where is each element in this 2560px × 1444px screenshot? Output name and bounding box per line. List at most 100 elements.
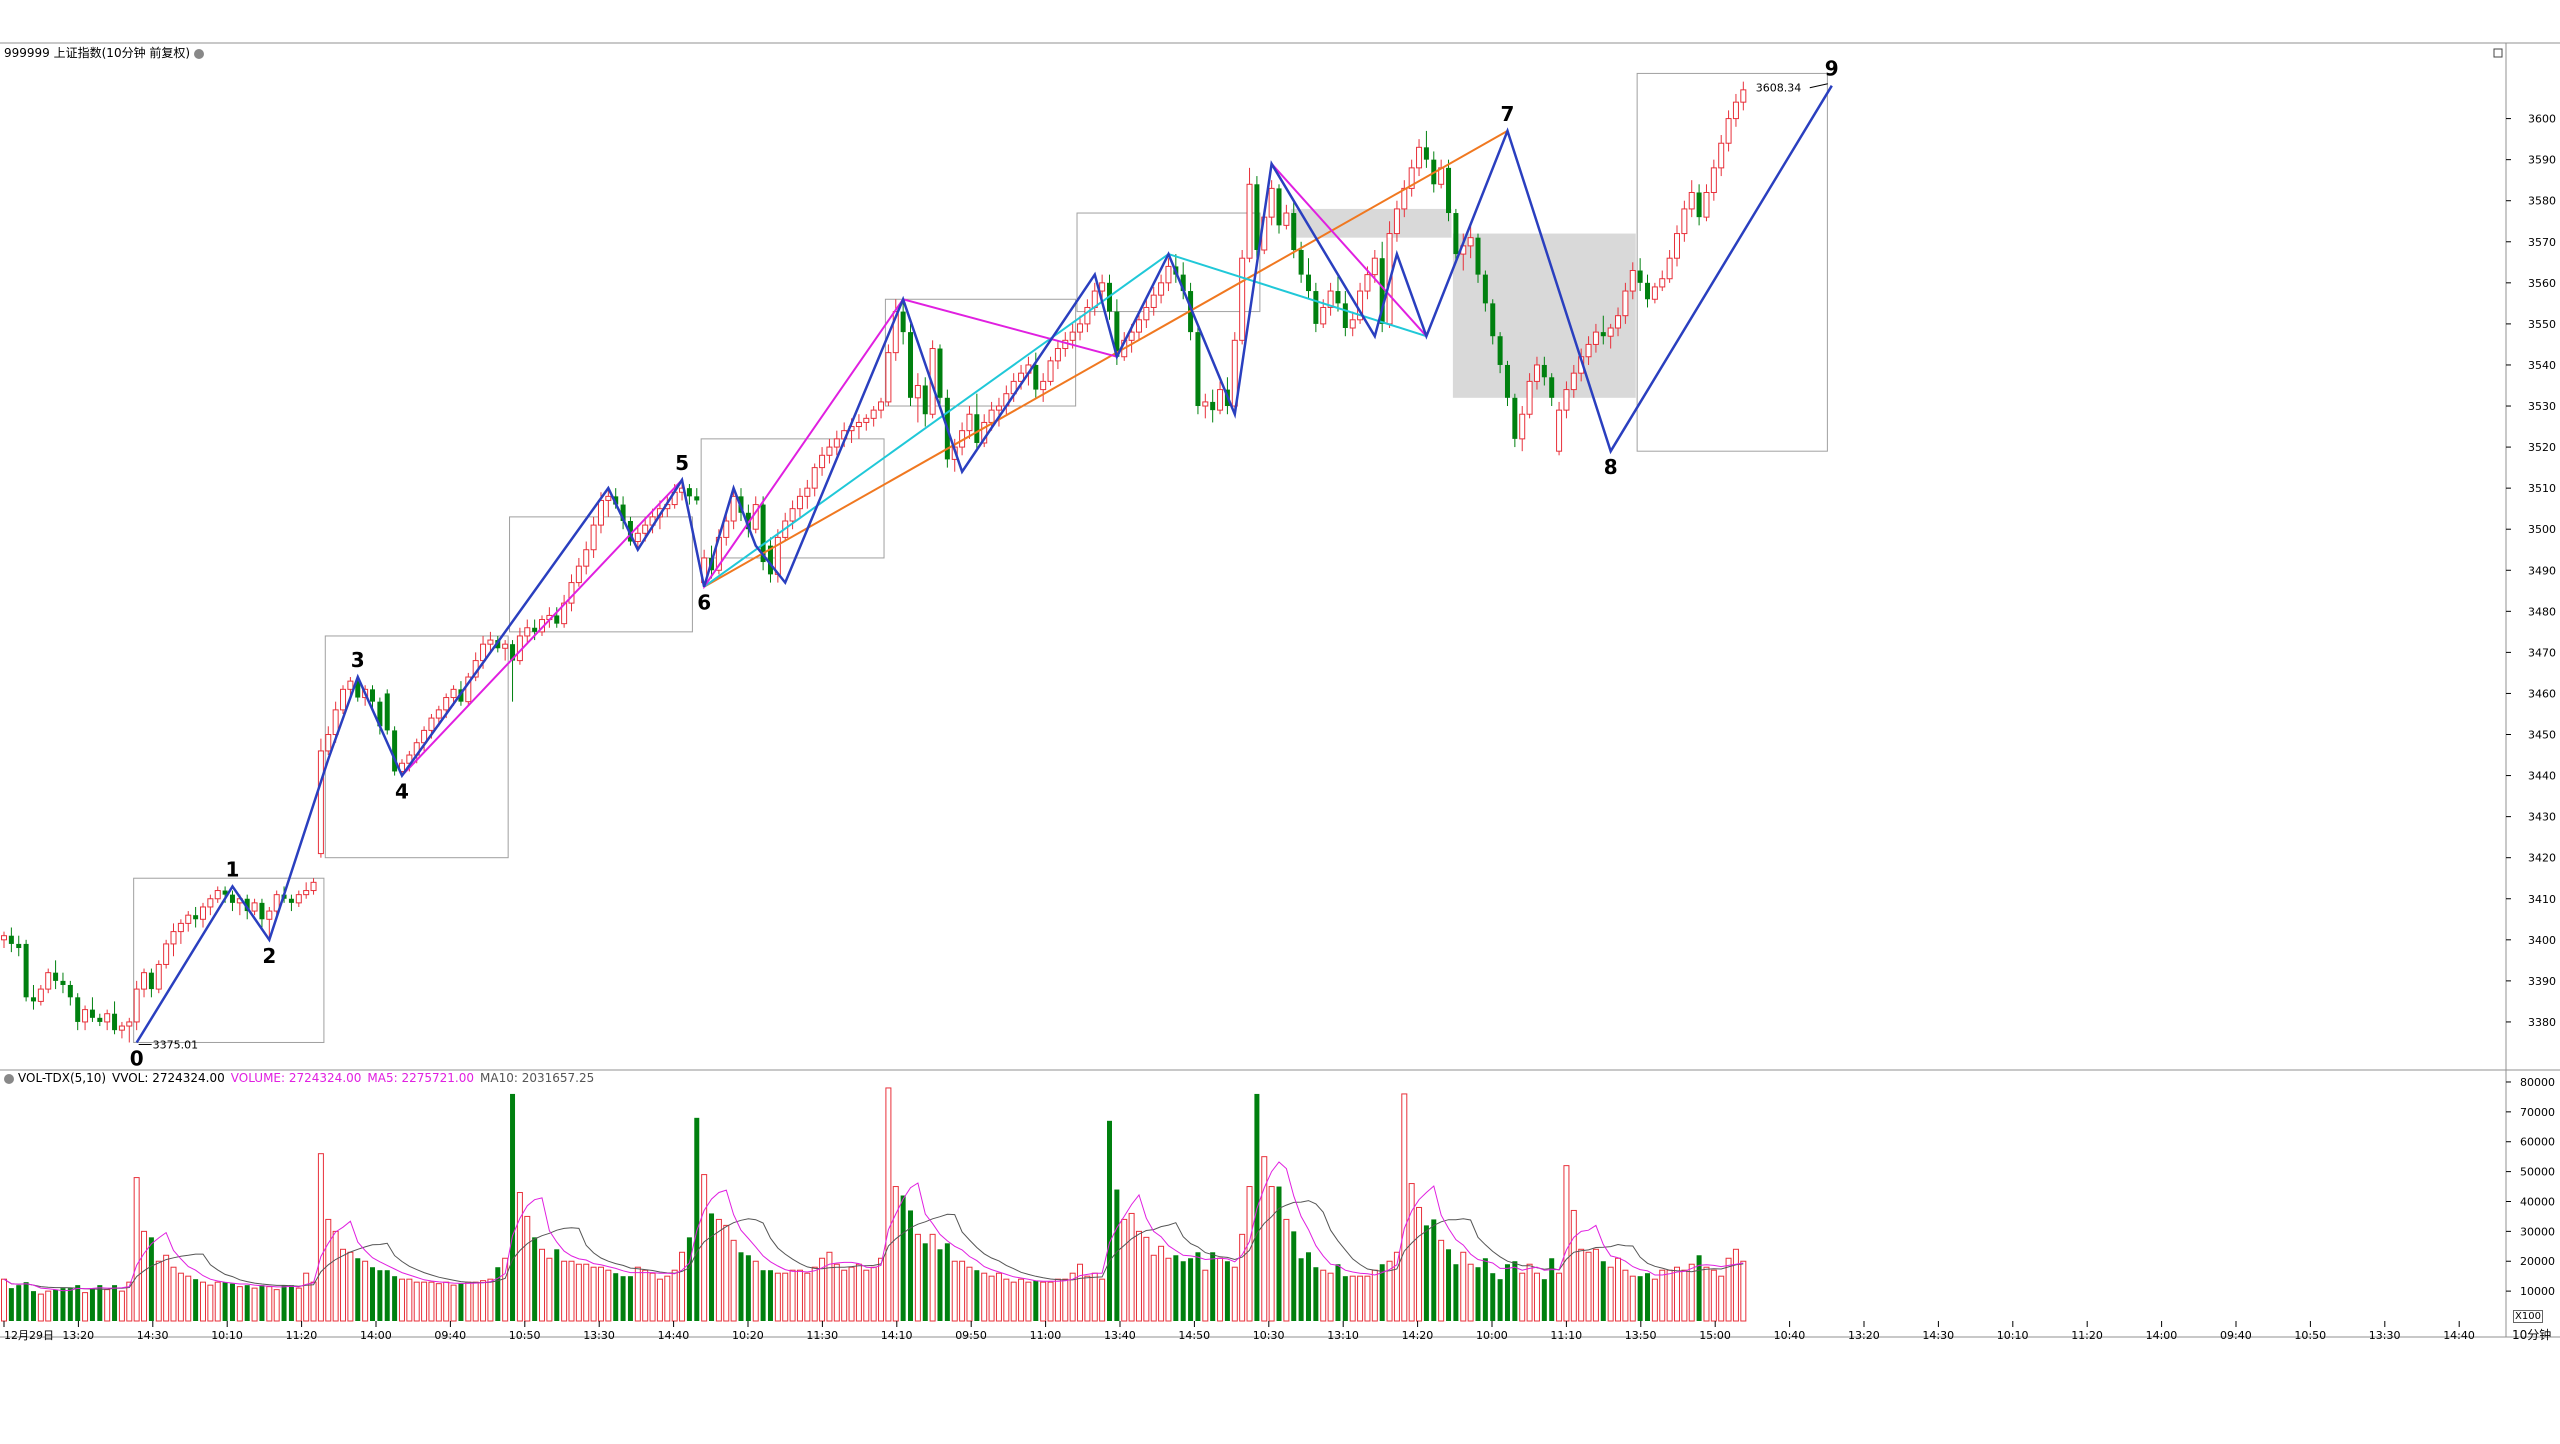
- volume-bar-up: [1217, 1257, 1224, 1322]
- wave-label-4: 4: [395, 780, 409, 804]
- volume-bar-down: [1446, 1249, 1452, 1321]
- volume-bar-down: [8, 1288, 14, 1321]
- volume-bar-down: [922, 1243, 928, 1321]
- candle-up: [1703, 192, 1710, 218]
- volume-bar-down: [1645, 1273, 1651, 1321]
- volume-bar-up: [1526, 1263, 1533, 1322]
- price-tick-label: 3480: [2528, 605, 2556, 618]
- volume-bar-up: [863, 1269, 870, 1322]
- range-box: [884, 298, 1077, 407]
- volume-bar-down: [1637, 1276, 1643, 1321]
- volume-bar-down: [900, 1195, 906, 1321]
- volume-bar-up: [332, 1230, 339, 1322]
- volume-bar-up: [1143, 1236, 1150, 1322]
- candle-up: [524, 627, 531, 637]
- volume-bar-up: [892, 1186, 899, 1322]
- candle-down: [1114, 311, 1120, 357]
- indicator-toggle-icon[interactable]: [4, 1073, 14, 1084]
- range-box: [133, 877, 325, 1043]
- volume-bar-up: [1, 1278, 7, 1322]
- price-tick-label: 3390: [2528, 975, 2556, 988]
- candle-up: [855, 421, 862, 428]
- volume-bar-up: [642, 1269, 649, 1322]
- candle-up: [1592, 331, 1599, 345]
- vol-indicator-name[interactable]: VOL-TDX(5,10): [18, 1071, 107, 1085]
- volume-bar-up: [155, 1260, 162, 1322]
- volume-bar-down: [495, 1267, 501, 1321]
- volume-tick-label: 10000: [2520, 1285, 2555, 1298]
- candle-down: [1423, 147, 1429, 160]
- candle-up: [966, 413, 973, 432]
- candle-up: [796, 495, 803, 510]
- volume-bar-up: [1018, 1278, 1025, 1322]
- wave-label-3: 3: [351, 648, 365, 672]
- candle-down: [922, 385, 928, 415]
- range-box: [509, 516, 693, 633]
- volume-bar-down: [75, 1285, 81, 1321]
- candle-down: [1475, 237, 1481, 275]
- candle-up: [435, 709, 442, 719]
- candle-down: [1541, 364, 1547, 378]
- candle-up: [730, 495, 737, 522]
- volume-bar-down: [89, 1288, 95, 1321]
- candle-down: [1379, 258, 1385, 324]
- volume-bar-up: [177, 1272, 184, 1322]
- candle-up: [1556, 409, 1563, 452]
- volume-bar-up: [597, 1266, 604, 1322]
- volume-bar-up: [959, 1260, 966, 1322]
- candle-up: [811, 467, 818, 489]
- ma10-value: MA10: 2031657.25: [480, 1071, 595, 1085]
- candle-up: [1, 935, 7, 941]
- chart-title-text: 999999 上证指数(10分钟 前复权): [4, 46, 191, 60]
- volume-bar-up: [1239, 1233, 1246, 1322]
- volume-bar-up: [730, 1239, 737, 1322]
- volume-bar-down: [554, 1249, 560, 1321]
- volume-bar-up: [988, 1275, 995, 1322]
- candle-down: [244, 898, 250, 912]
- ma5-line: [3, 1161, 1744, 1292]
- time-tick-label: 12月29日: [4, 1329, 54, 1342]
- candle-up: [583, 549, 590, 567]
- volume-bar-up: [1592, 1248, 1599, 1322]
- candle-up: [273, 894, 280, 912]
- candle-down: [554, 615, 560, 624]
- candle-up: [1688, 192, 1695, 210]
- volume-bar-down: [1541, 1279, 1547, 1321]
- candle-down: [384, 693, 390, 731]
- volume-bar-up: [1054, 1278, 1061, 1322]
- volume-tick-label: 70000: [2520, 1106, 2555, 1119]
- volume-bar-up: [878, 1257, 885, 1322]
- time-tick-label: 11:20: [286, 1329, 318, 1342]
- candle-up: [1069, 331, 1076, 341]
- magenta-trendline-2: [1270, 163, 1428, 337]
- volume-bar-down: [709, 1213, 715, 1321]
- candle-up: [1416, 146, 1423, 169]
- candle-down: [8, 935, 14, 944]
- volume-bar-up: [524, 1215, 531, 1322]
- volume-bar-up: [126, 1281, 133, 1322]
- volume-bar-up: [796, 1269, 803, 1322]
- volume-bar-down: [1342, 1276, 1348, 1321]
- time-tick-label: 10:30: [1253, 1329, 1285, 1342]
- candle-up: [141, 972, 148, 990]
- candle-up: [789, 508, 796, 522]
- volume-bar-down: [53, 1289, 59, 1321]
- price-tick-label: 3550: [2528, 318, 2556, 331]
- candle-up: [1408, 167, 1415, 189]
- time-tick-label: 10:10: [211, 1329, 243, 1342]
- time-tick-label: 10:50: [2294, 1329, 2326, 1342]
- volume-bar-up: [472, 1281, 479, 1322]
- period-label[interactable]: 10分钟: [2512, 1328, 2552, 1342]
- candle-up: [133, 988, 140, 1023]
- candle-up: [642, 524, 649, 534]
- volume-value: VOLUME: 2724324.00: [230, 1071, 362, 1085]
- volume-bar-up: [251, 1287, 258, 1322]
- candle-up: [325, 734, 332, 752]
- volume-bar-down: [259, 1285, 265, 1321]
- volume-bar-up: [1158, 1245, 1165, 1322]
- settings-circle-icon[interactable]: [194, 48, 205, 59]
- volume-bar-up: [1135, 1230, 1142, 1322]
- time-tick-label: 14:30: [1922, 1329, 1954, 1342]
- ma10-line: [3, 1200, 1744, 1290]
